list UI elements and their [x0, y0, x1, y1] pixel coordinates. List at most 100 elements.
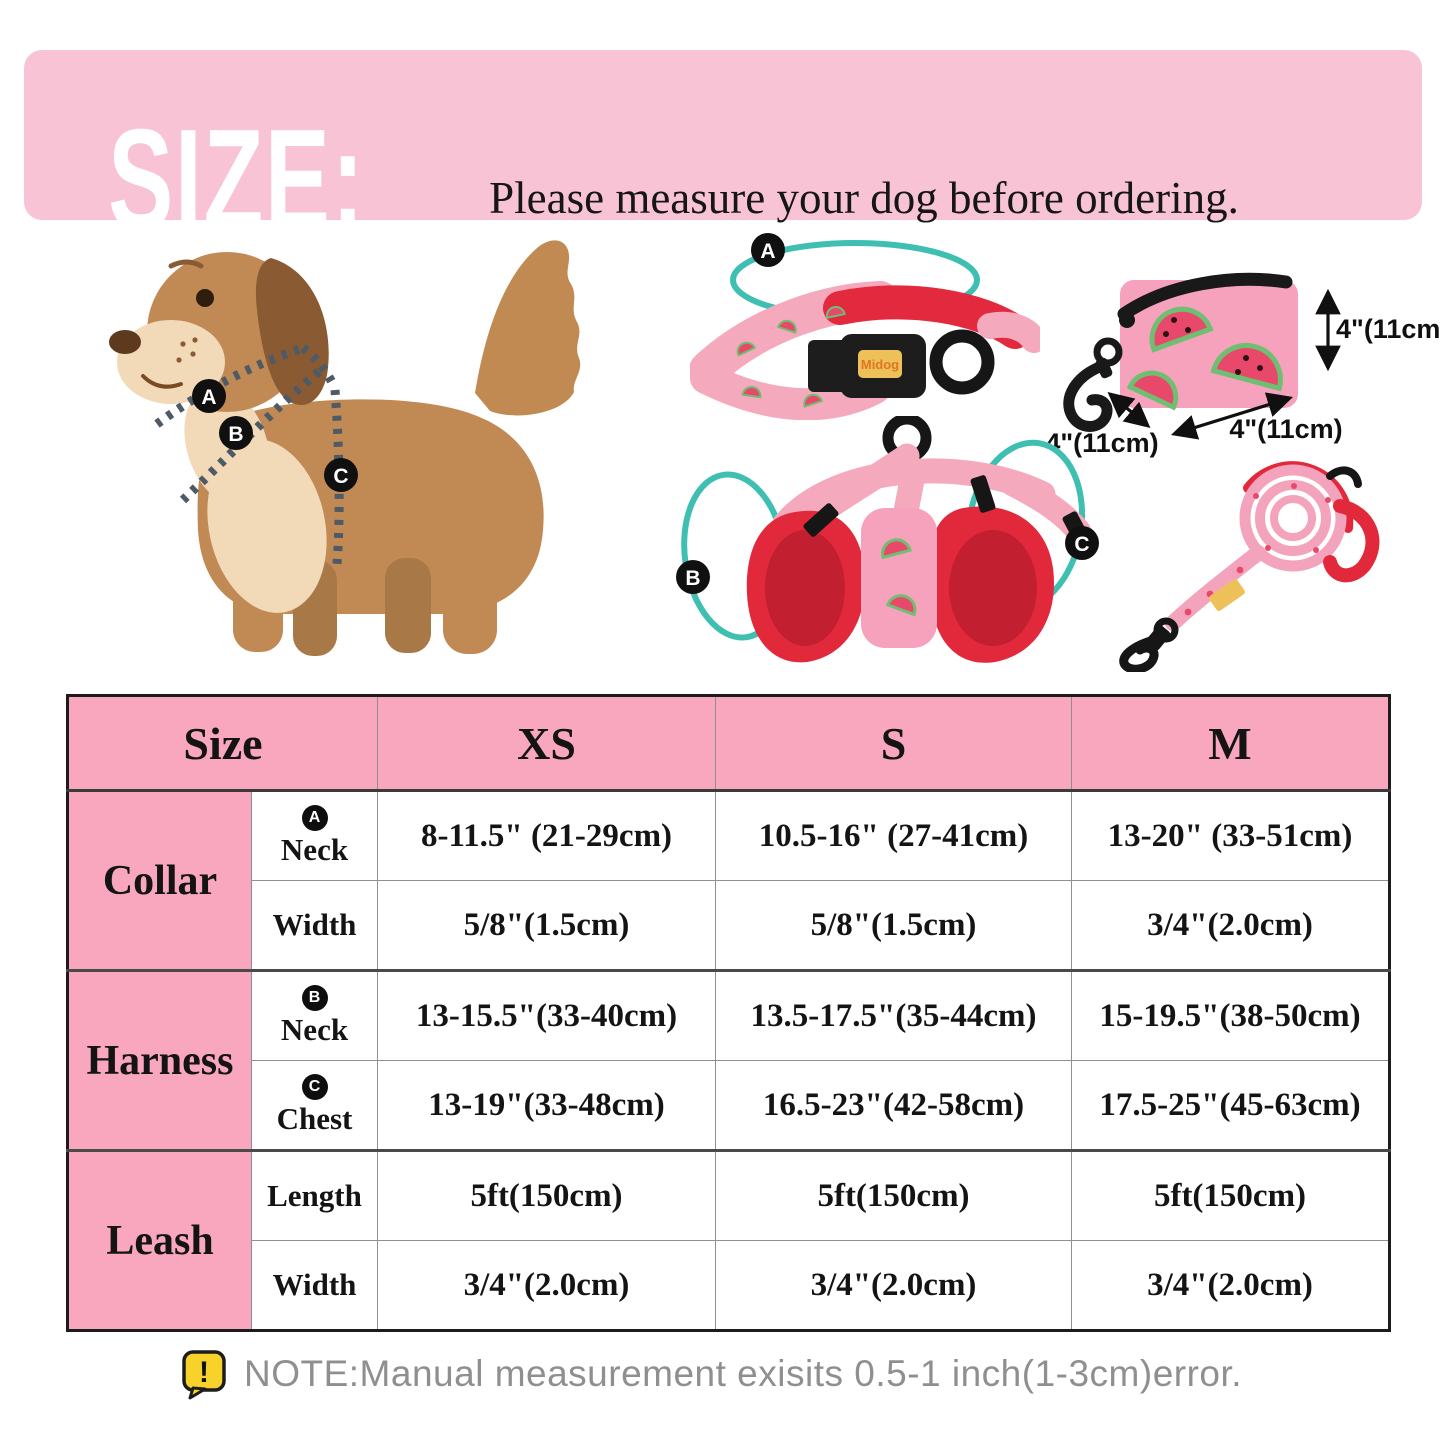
table-cell: 5/8"(1.5cm) — [715, 880, 1072, 971]
point-b-badge: B — [301, 984, 328, 1011]
page-subtitle: Please measure your dog before ordering. — [489, 173, 1239, 223]
dog-eye — [196, 289, 214, 307]
table-row: Collar A Neck 8-11.5" (21-29cm) 10.5-16"… — [67, 790, 1390, 971]
table-cell: 13-19"(33-48cm) — [377, 1060, 716, 1151]
leash-logo-tag — [1209, 579, 1245, 611]
exclamation-bubble-icon: ! — [182, 1350, 226, 1400]
table-cell: 5ft(150cm) — [715, 1149, 1072, 1241]
dog-leg — [443, 550, 497, 654]
leash-strap — [1165, 545, 1266, 631]
group-label-harness: Harness — [67, 969, 252, 1151]
table-cell: 3/4"(2.0cm) — [1071, 1240, 1390, 1331]
point-a-badge: A — [192, 379, 226, 413]
dog-ear — [255, 258, 329, 405]
collar-d-ring — [929, 329, 995, 395]
row-label-collar-width: Width — [251, 880, 378, 971]
table-cell: 5ft(150cm) — [1071, 1149, 1390, 1241]
point-a-badge: A — [751, 233, 785, 267]
row-label-collar-neck: A Neck — [251, 790, 378, 881]
collar-product-image: Midog A — [690, 233, 1040, 420]
svg-text:C: C — [333, 465, 348, 488]
point-a-badge: A — [301, 804, 328, 831]
svg-text:C: C — [1074, 533, 1089, 556]
table-cell: 17.5-25"(45-63cm) — [1071, 1060, 1390, 1151]
svg-text:A: A — [760, 240, 775, 263]
point-b-badge: B — [676, 560, 710, 594]
table-header-row: Size XS S M — [67, 695, 1390, 792]
collar-strap-end — [977, 311, 1040, 353]
watermelon-seeds — [1163, 317, 1263, 375]
table-row: Width 3/4"(2.0cm) 3/4"(2.0cm) 3/4"(2.0cm… — [68, 1240, 1390, 1331]
table-cell: 8-11.5" (21-29cm) — [377, 790, 716, 881]
footer-note: ! NOTE:Manual measurement exisits 0.5-1 … — [180, 1348, 1242, 1400]
dog-nose — [109, 330, 141, 354]
group-label-collar: Collar — [67, 790, 252, 971]
table-cell: 13.5-17.5"(35-44cm) — [715, 969, 1072, 1061]
right-mesh — [949, 530, 1037, 646]
group-label-leash: Leash — [67, 1149, 252, 1331]
dog-freckles — [176, 337, 198, 363]
row-label-harness-neck: B Neck — [251, 969, 378, 1061]
row-label-harness-chest: C Chest — [251, 1060, 378, 1151]
left-mesh — [765, 530, 845, 646]
header-banner: SIZE: Please measure your dog before ord… — [24, 50, 1422, 250]
bag-dispenser-image: 4"(11cm) 4"(11cm) 4"(11cm) — [1045, 272, 1440, 458]
svg-text:!: ! — [199, 1356, 209, 1389]
column-header-s: S — [715, 695, 1072, 792]
table-row: C Chest 13-19"(33-48cm) 16.5-23"(42-58cm… — [68, 1060, 1390, 1151]
logo-tag — [858, 350, 902, 378]
snap-hook — [1119, 635, 1159, 672]
table-cell: 13-20" (33-51cm) — [1071, 790, 1390, 881]
note-text: NOTE:Manual measurement exisits 0.5-1 in… — [244, 1353, 1243, 1394]
row-label-leash-width: Width — [251, 1240, 378, 1331]
table-cell: 16.5-23"(42-58cm) — [715, 1060, 1072, 1151]
bag-depth-label: 4"(11cm) — [1045, 428, 1158, 458]
point-b-badge: B — [219, 416, 253, 450]
center-panel — [861, 508, 937, 648]
table-row: Harness B Neck 13-15.5"(33-40cm) 13.5-17… — [67, 969, 1390, 1151]
point-c-badge: C — [1065, 526, 1099, 560]
leash-end-hook — [1326, 466, 1362, 488]
page-title: SIZE: — [108, 98, 366, 259]
size-corner-header: Size — [67, 695, 378, 792]
column-header-m: M — [1071, 695, 1390, 792]
harness-product-image: B C — [676, 416, 1099, 663]
bag-height-label: 4"(11cm) — [1336, 314, 1440, 344]
logo-text: Midog — [861, 357, 899, 372]
table-cell: 3/4"(2.0cm) — [715, 1240, 1072, 1331]
buckle-prong — [808, 340, 848, 392]
table-cell: 5/8"(1.5cm) — [377, 880, 716, 971]
column-header-xs: XS — [377, 695, 716, 792]
svg-text:A: A — [201, 386, 216, 409]
dog-muzzle — [117, 320, 225, 404]
svg-text:B: B — [228, 423, 243, 446]
size-chart-table: Size XS S M Collar A Neck 8-11.5" (21-29… — [66, 694, 1391, 1332]
table-row: Leash Length 5ft(150cm) 5ft(150cm) 5ft(1… — [67, 1149, 1390, 1331]
table-cell: 10.5-16" (27-41cm) — [715, 790, 1072, 881]
table-cell: 15-19.5"(38-50cm) — [1071, 969, 1390, 1061]
table-cell: 13-15.5"(33-40cm) — [377, 969, 716, 1061]
watermelon-pattern — [1126, 306, 1283, 411]
dog-measurement-illustration: A B C — [109, 240, 581, 656]
table-row: Width 5/8"(1.5cm) 5/8"(1.5cm) 3/4"(2.0cm… — [68, 880, 1390, 971]
svg-text:B: B — [685, 567, 700, 590]
table-cell: 5ft(150cm) — [377, 1149, 716, 1241]
table-cell: 3/4"(2.0cm) — [377, 1240, 716, 1331]
dog-tail — [475, 240, 581, 416]
dog-brow — [168, 259, 204, 269]
bag-zipper — [1117, 272, 1293, 321]
dog-mouth — [141, 374, 183, 389]
bag-width-label: 4"(11cm) — [1229, 414, 1342, 444]
point-c-badge: C — [301, 1073, 328, 1100]
zipper-pull — [1119, 312, 1135, 328]
watermelon-pattern — [736, 305, 846, 408]
dimension-arrows — [1107, 288, 1341, 440]
leash-product-image — [1119, 461, 1380, 672]
coil-pattern-dots — [1253, 483, 1331, 553]
watermelon-pattern — [881, 538, 917, 617]
row-label-leash-length: Length — [251, 1149, 378, 1241]
point-c-badge: C — [324, 458, 358, 492]
table-cell: 3/4"(2.0cm) — [1071, 880, 1390, 971]
bag-clip-hook — [1063, 360, 1113, 432]
